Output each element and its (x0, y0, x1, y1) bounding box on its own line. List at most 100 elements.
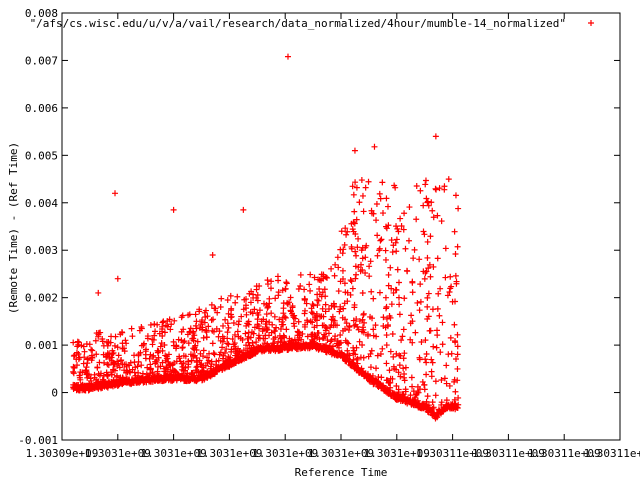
data-point (286, 299, 293, 306)
data-point (439, 341, 446, 348)
data-point (122, 337, 129, 344)
data-point (350, 191, 357, 198)
data-point (337, 278, 344, 285)
data-point (380, 314, 387, 321)
data-point (97, 370, 104, 377)
data-point (225, 341, 232, 348)
data-point (404, 268, 411, 275)
data-point (75, 350, 82, 357)
data-point (449, 298, 456, 305)
x-tick-label: 1.30311e+09 (416, 447, 489, 460)
data-point (407, 320, 414, 327)
data-point (328, 336, 335, 343)
data-point (387, 264, 394, 271)
data-point (452, 272, 459, 279)
data-point (383, 342, 390, 349)
data-point (383, 195, 390, 202)
data-point (157, 343, 164, 350)
data-point (367, 258, 374, 265)
data-point (362, 184, 369, 191)
data-point (260, 300, 267, 307)
data-point (193, 325, 200, 332)
data-point (428, 368, 435, 375)
data-point (181, 338, 188, 345)
data-point (422, 177, 429, 184)
data-point (395, 228, 402, 235)
data-point (362, 254, 369, 261)
data-point (435, 290, 442, 297)
data-point (163, 353, 170, 360)
data-point (235, 321, 242, 328)
data-point (180, 367, 187, 374)
data-point (287, 308, 294, 315)
data-point (422, 181, 429, 188)
data-point (128, 325, 135, 332)
data-point (379, 345, 386, 352)
data-point (353, 344, 360, 351)
data-point (420, 202, 427, 209)
data-point (117, 357, 124, 364)
data-point (254, 316, 261, 323)
data-point (314, 297, 321, 304)
data-point (295, 285, 302, 292)
data-point (254, 291, 261, 298)
data-point (138, 342, 145, 349)
data-point (267, 285, 274, 292)
data-point (376, 247, 383, 254)
data-point-outlier (432, 133, 439, 140)
data-point (295, 332, 302, 339)
data-point (424, 238, 431, 245)
data-point (220, 322, 227, 329)
data-point (343, 320, 350, 327)
data-point (101, 359, 108, 366)
data-point (76, 372, 83, 379)
data-point (353, 184, 360, 191)
data-point (159, 359, 166, 366)
data-point (417, 281, 424, 288)
data-point (372, 322, 379, 329)
data-point (423, 359, 430, 366)
data-point (380, 322, 387, 329)
data-point (122, 376, 129, 383)
data-point (108, 333, 115, 340)
data-point (451, 321, 458, 328)
data-point (247, 299, 254, 306)
data-point (71, 364, 78, 371)
data-point (354, 244, 361, 251)
data-point (251, 324, 258, 331)
data-point-outlier (209, 251, 216, 258)
data-point (432, 378, 439, 385)
data-point (219, 344, 226, 351)
data-point (423, 371, 430, 378)
data-point (377, 350, 384, 357)
data-point (235, 333, 242, 340)
data-point (201, 319, 208, 326)
data-point (389, 331, 396, 338)
data-point (191, 332, 198, 339)
data-point (311, 324, 318, 331)
y-tick-label: 0.004 (25, 197, 58, 210)
data-point (405, 237, 412, 244)
data-point (322, 308, 329, 315)
data-point (175, 336, 182, 343)
data-point (441, 375, 448, 382)
data-point (441, 183, 448, 190)
data-point (413, 391, 420, 398)
data-point (385, 271, 392, 278)
data-point (393, 366, 400, 373)
data-point (432, 392, 439, 399)
data-point (245, 329, 252, 336)
data-point (312, 314, 319, 321)
data-point (344, 347, 351, 354)
y-tick-label: 0.003 (25, 244, 58, 257)
data-point (286, 342, 293, 349)
data-point-outlier (351, 147, 358, 154)
data-point (238, 354, 245, 361)
data-point (298, 336, 305, 343)
data-point (184, 331, 191, 338)
data-point (446, 288, 453, 295)
data-point (119, 329, 126, 336)
data-point (424, 254, 431, 261)
data-point (147, 351, 154, 358)
data-point (157, 363, 164, 370)
